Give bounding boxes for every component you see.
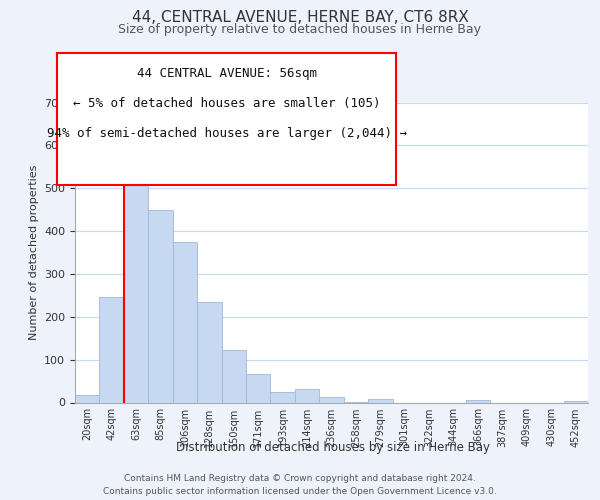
Bar (197, 302, 221, 402)
Bar (295, 389, 319, 402)
Bar (563, 401, 588, 402)
Bar (221, 350, 246, 403)
Text: 44, CENTRAL AVENUE, HERNE BAY, CT6 8RX: 44, CENTRAL AVENUE, HERNE BAY, CT6 8RX (131, 10, 469, 25)
Text: 44 CENTRAL AVENUE: 56sqm: 44 CENTRAL AVENUE: 56sqm (137, 68, 317, 80)
Text: Size of property relative to detached houses in Herne Bay: Size of property relative to detached ho… (119, 22, 482, 36)
Bar (319, 396, 344, 402)
Text: Contains HM Land Registry data © Crown copyright and database right 2024.: Contains HM Land Registry data © Crown c… (124, 474, 476, 483)
Bar (173, 242, 197, 402)
Text: ← 5% of detached houses are smaller (105): ← 5% of detached houses are smaller (105… (73, 98, 380, 110)
Bar (368, 398, 392, 402)
Bar (124, 152, 148, 402)
Y-axis label: Number of detached properties: Number of detached properties (29, 165, 38, 340)
Bar (148, 210, 173, 402)
Bar (466, 400, 490, 402)
Bar (75, 395, 100, 402)
Bar (246, 374, 271, 402)
Text: 94% of semi-detached houses are larger (2,044) →: 94% of semi-detached houses are larger (… (47, 128, 407, 140)
Bar (271, 392, 295, 402)
Text: Distribution of detached houses by size in Herne Bay: Distribution of detached houses by size … (176, 441, 490, 454)
Text: Contains public sector information licensed under the Open Government Licence v3: Contains public sector information licen… (103, 488, 497, 496)
Bar (100, 296, 124, 403)
